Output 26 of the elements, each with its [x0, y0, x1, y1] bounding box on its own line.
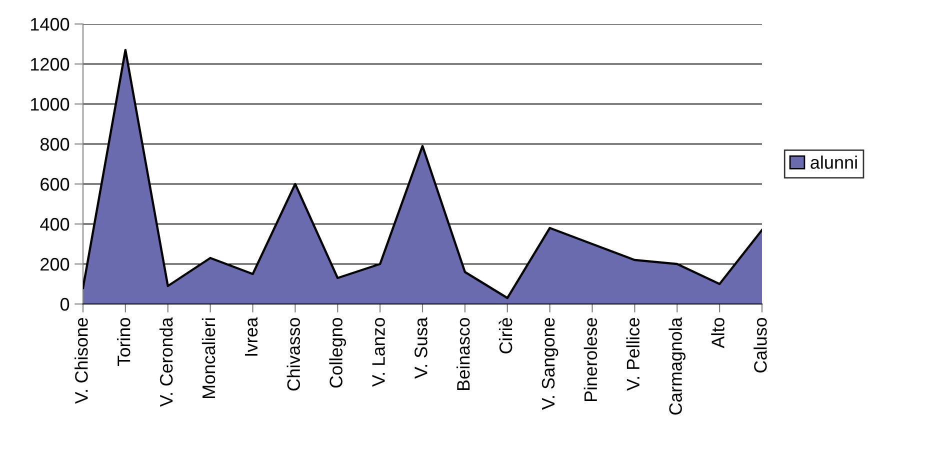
x-tick-label: Torino: [117, 318, 130, 366]
x-tick-label: Ciriè: [498, 318, 512, 354]
y-tick-label: 200: [40, 258, 70, 271]
y-tick-label: 1200: [31, 58, 70, 71]
x-tick-label: Chivasso: [286, 318, 300, 391]
x-tick-label: Collegno: [329, 318, 346, 388]
x-tick-label: V. Susa: [414, 317, 428, 379]
x-tick-label: Beinasco: [456, 318, 470, 390]
y-tick-label: 1000: [31, 98, 70, 111]
x-tick-label: V. Ceronda: [159, 317, 173, 407]
y-tick-label: 600: [40, 178, 70, 191]
x-tick-label: V. Sangone: [542, 318, 558, 410]
y-tick-label: 400: [40, 218, 70, 231]
x-tick-label: V. Lanzo: [372, 318, 385, 387]
x-tick-label: Carmagnola: [668, 317, 686, 415]
x-tick-label: Caluso: [754, 318, 767, 372]
x-tick-label: Moncalieri: [202, 318, 216, 398]
x-tick-label: Ivrea: [244, 317, 258, 356]
y-tick-label: 1400: [31, 18, 70, 31]
x-tick-label: V. Chisone: [74, 318, 88, 404]
y-tick-label: 0: [60, 298, 70, 311]
legend-label: alunni: [810, 156, 857, 169]
y-tick-label: 800: [40, 138, 70, 151]
x-tick-label: Alto: [711, 318, 724, 348]
x-tick-label: V. Pellice: [626, 318, 640, 391]
x-tick-label: Pinerolese: [584, 318, 598, 402]
